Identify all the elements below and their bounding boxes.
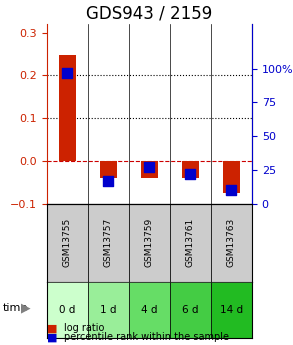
- Bar: [211, 282, 252, 338]
- Text: ■: ■: [47, 333, 57, 342]
- Point: [106, 178, 111, 184]
- Text: 14 d: 14 d: [220, 305, 243, 315]
- Bar: [141, 161, 158, 178]
- Title: GDS943 / 2159: GDS943 / 2159: [86, 4, 212, 22]
- Bar: [223, 161, 240, 193]
- Bar: [47, 204, 88, 282]
- Text: log ratio: log ratio: [64, 324, 105, 333]
- Bar: [211, 204, 252, 282]
- Point: [65, 70, 70, 76]
- Bar: [88, 204, 129, 282]
- Text: 1 d: 1 d: [100, 305, 117, 315]
- Bar: [88, 282, 129, 338]
- Bar: [170, 282, 211, 338]
- Text: percentile rank within the sample: percentile rank within the sample: [64, 333, 229, 342]
- Text: GSM13759: GSM13759: [145, 218, 154, 267]
- Text: GSM13763: GSM13763: [227, 218, 236, 267]
- Text: 0 d: 0 d: [59, 305, 76, 315]
- Bar: [170, 204, 211, 282]
- Bar: [182, 161, 199, 178]
- Text: 6 d: 6 d: [182, 305, 199, 315]
- Bar: [100, 161, 117, 178]
- Bar: [47, 282, 88, 338]
- Text: GSM13755: GSM13755: [63, 218, 72, 267]
- Bar: [129, 282, 170, 338]
- Point: [229, 187, 234, 193]
- Text: 4 d: 4 d: [141, 305, 158, 315]
- Text: GSM13757: GSM13757: [104, 218, 113, 267]
- Bar: [129, 204, 170, 282]
- Bar: [59, 55, 76, 161]
- Point: [188, 171, 193, 177]
- Text: time: time: [3, 303, 28, 313]
- Point: [147, 164, 152, 170]
- Text: ■: ■: [47, 324, 57, 333]
- Text: GSM13761: GSM13761: [186, 218, 195, 267]
- Text: ▶: ▶: [21, 301, 30, 314]
